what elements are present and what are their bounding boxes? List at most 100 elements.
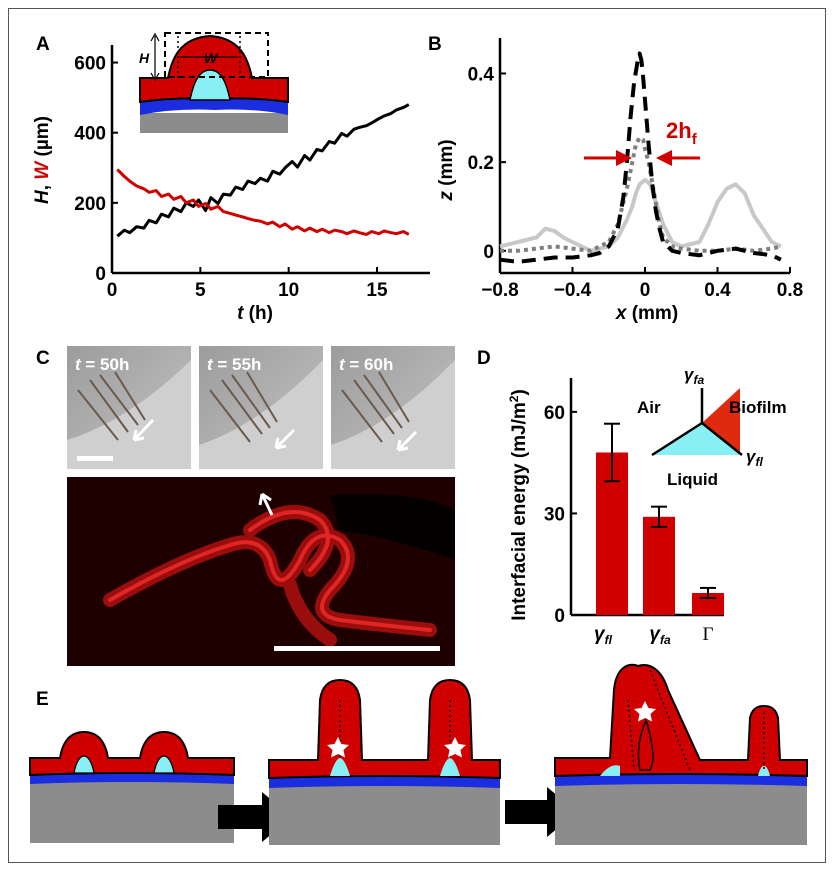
d-ytick-label: 30	[544, 504, 565, 525]
frame-3-wrinkles	[341, 371, 410, 443]
panel-b-label: B	[428, 34, 442, 55]
fluorescence-arrow	[258, 492, 274, 516]
stage-2-liquid-a	[330, 758, 350, 776]
diagram-liquid-wedge	[652, 423, 742, 455]
b-xtick-label: 0.8	[777, 280, 803, 301]
panel-d-bars	[596, 422, 724, 615]
cat-label-gamma-fl: γfl	[594, 624, 613, 647]
frame-3-time: t = 60h	[339, 355, 393, 374]
micrograph-frame-3: t = 60h	[331, 346, 455, 469]
ylabel-d-main: Interfacial energy (mJ/m	[509, 402, 530, 621]
panel-a: A 0 5 10 15 0 200 400 600 H, W (µm) t (h) H W	[32, 32, 430, 324]
panel-a-xlabel: t (h)	[237, 303, 273, 324]
bar-1	[643, 516, 675, 615]
a-xtick-label: 15	[366, 280, 388, 301]
diagram-liquid-label: Liquid	[667, 470, 718, 489]
stage-3-fold-a	[627, 699, 635, 771]
diag-gamma-fa: γ	[684, 365, 695, 384]
profile-solid-line	[499, 177, 782, 253]
cat-label-Gamma: Γ	[703, 624, 714, 645]
ylabel-unit: (µm)	[32, 116, 53, 157]
stage-2-liquid-b	[440, 758, 460, 776]
diag-gamma-fl: γ	[746, 447, 757, 466]
diagram-biofilm-wedge	[702, 388, 740, 453]
panel-b-ticks: −0.8 −0.4 0 0.4 0.8 0 0.2 0.4	[468, 64, 804, 301]
ylabel-sep: ,	[32, 185, 53, 190]
cat-sub-fa: fa	[660, 633, 671, 647]
figure-frame	[8, 8, 826, 863]
diag-sub-fa: fa	[693, 373, 704, 387]
b-xtick-label: −0.4	[554, 280, 592, 301]
micrograph-frame-1: t = 50h	[67, 346, 191, 469]
b-ytick-label: 0.4	[468, 64, 495, 85]
frame-2-t: t	[207, 355, 214, 374]
a-ytick-label: 200	[74, 194, 106, 215]
inset-dashed-box	[164, 32, 269, 78]
panel-b: B −0.8 −0.4 0 0.4 0.8 0 0.2 0.4 z (mm) x (mm) 2…	[428, 34, 803, 324]
b-xtick-label: 0	[640, 280, 651, 301]
panel-d-ylabel: Interfacial energy (mJ/m2)	[507, 389, 530, 621]
frame-1-time: t = 50h	[75, 355, 129, 374]
cat-gamma-2: γ	[649, 624, 661, 645]
right-arrow-head	[656, 150, 672, 166]
stage-3-biofilm	[554, 663, 808, 778]
annotation-sub: f	[692, 131, 698, 148]
ylabel-H: H	[32, 189, 53, 204]
panel-a-ticks: 0 5 10 15 0 200 400 600	[74, 54, 388, 301]
panel-d-label: D	[477, 348, 491, 369]
scale-bar-small	[77, 456, 113, 461]
schematic-stage-2	[268, 678, 501, 845]
diagram-gamma-fl: γfl	[746, 447, 763, 469]
d-ytick-label: 0	[554, 606, 565, 627]
frame-1-t: t	[75, 355, 82, 374]
b-ytick-label: 0	[483, 242, 494, 263]
stage-1-liquid-a	[73, 755, 95, 774]
a-xtick-label: 10	[278, 280, 299, 301]
diagram-biofilm-label: Biofilm	[729, 398, 787, 417]
panel-a-label: A	[36, 34, 50, 55]
a-ytick-label: 600	[74, 54, 106, 75]
panel-a-lines	[116, 103, 410, 238]
a-xtick-label: 0	[107, 280, 118, 301]
ylabel-z: z	[436, 191, 457, 202]
d-ytick-label: 60	[544, 403, 565, 424]
panel-c: C t = 50h t = 55h	[36, 346, 455, 666]
schematic-stage-3	[554, 663, 808, 845]
frame-1-arrow	[132, 418, 155, 442]
panel-c-label: C	[36, 348, 50, 369]
ylabel-d-close: )	[509, 389, 530, 395]
diagram-interfaces	[651, 388, 743, 457]
ylabel-W: W	[32, 160, 53, 180]
xlabel-b-unit: (mm)	[632, 303, 678, 324]
diagram-air-label: Air	[637, 398, 661, 417]
frame-3-rest: = 60h	[345, 355, 394, 374]
stage-2-substrate	[269, 783, 500, 845]
diag-sub-fl: fl	[755, 455, 763, 469]
annotation-main: 2h	[666, 118, 692, 143]
dark-region	[330, 494, 455, 560]
inset-h-arrowheads	[150, 32, 160, 82]
stage-1-biofilm	[29, 730, 235, 777]
frame-1-wrinkles	[77, 371, 146, 441]
panel-b-xlabel: x (mm)	[615, 303, 678, 324]
fluorescence-image	[67, 477, 455, 666]
series-H-line	[116, 103, 410, 238]
scale-bar-large	[274, 646, 440, 651]
cat-label-gamma-fa: γfa	[649, 624, 671, 647]
schematic-stage-1	[29, 730, 235, 843]
xlabel-x: x	[615, 303, 628, 324]
frame-2-time: t = 55h	[207, 355, 261, 374]
a-ytick-label: 400	[74, 124, 106, 145]
cat-gamma-1: γ	[594, 624, 606, 645]
b-xtick-label: −0.8	[481, 280, 519, 301]
stage-2-star-b	[444, 737, 466, 758]
b-xtick-label: 0.4	[704, 280, 731, 301]
stage-2-star-a	[327, 737, 349, 758]
ylabel-b-unit: (mm)	[436, 139, 457, 185]
inset-substrate	[140, 113, 288, 133]
left-arrow-head	[616, 150, 632, 166]
micrograph-frame-2: t = 55h	[199, 346, 323, 469]
stage-3-liquid-b	[758, 766, 770, 776]
